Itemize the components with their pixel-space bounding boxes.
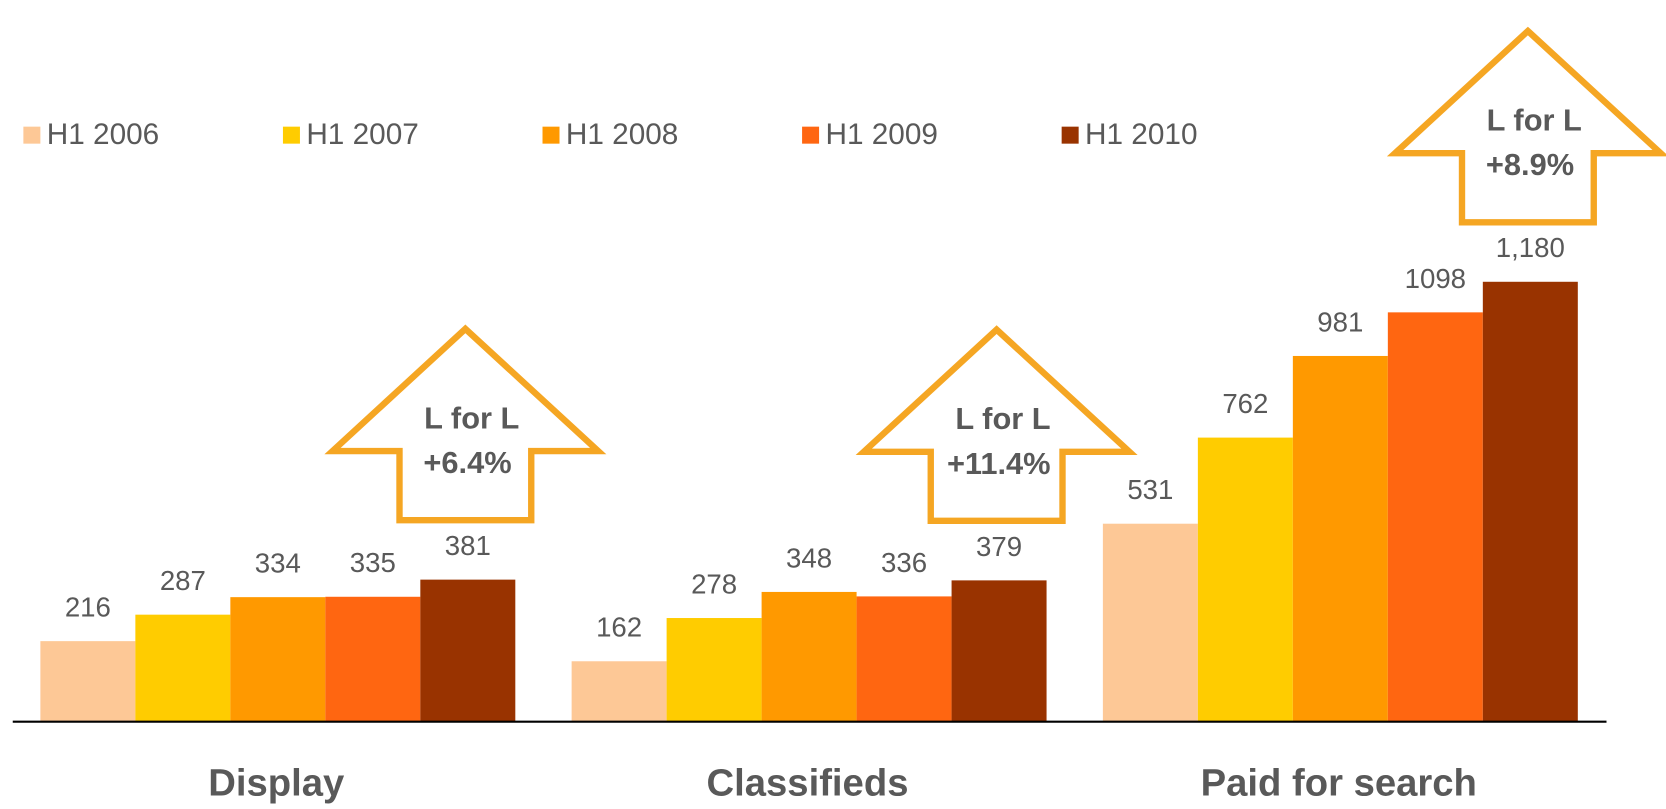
value-label: 762 [1222, 388, 1268, 419]
legend-swatch [802, 126, 820, 144]
category-label: Classifieds [707, 762, 909, 805]
bar [230, 597, 326, 722]
legend-label: H1 2008 [566, 118, 678, 151]
growth-arrow [324, 324, 607, 524]
annotation-text: L for L [1487, 103, 1582, 138]
value-label: 334 [255, 548, 301, 579]
value-label: 335 [350, 547, 396, 578]
value-label: 348 [786, 542, 832, 573]
legend-label: H1 2010 [1085, 118, 1197, 151]
bar [1102, 523, 1198, 722]
value-label: 1098 [1405, 263, 1466, 294]
value-label: 1,180 [1496, 232, 1565, 263]
annotation-change: +6.4% [423, 445, 511, 480]
bar [1387, 312, 1483, 722]
bar [856, 596, 952, 722]
legend-swatch [282, 126, 300, 144]
bar [1482, 281, 1578, 722]
legend-label: H1 2009 [825, 118, 937, 151]
bar [420, 579, 516, 722]
bar [761, 591, 857, 722]
bar [1292, 355, 1388, 722]
category-label: Display [208, 762, 345, 805]
bar [135, 614, 231, 722]
bar [666, 618, 762, 722]
value-label: 981 [1317, 306, 1363, 337]
value-label: 336 [881, 547, 927, 578]
value-label: 379 [976, 531, 1022, 562]
legend-label: H1 2006 [47, 118, 159, 151]
annotation-text: L for L [955, 401, 1050, 436]
growth-arrow [855, 325, 1138, 525]
legend-swatch [1061, 126, 1079, 144]
value-label: 162 [596, 612, 642, 643]
bar [325, 596, 421, 722]
bar [571, 661, 667, 722]
annotation-change: +11.4% [947, 446, 1051, 481]
value-label: 531 [1127, 474, 1173, 505]
growth-arrow [1386, 26, 1666, 226]
annotation-change: +8.9% [1486, 147, 1574, 182]
value-label: 216 [65, 592, 111, 623]
category-label: Paid for search [1201, 762, 1477, 805]
bar [40, 641, 136, 722]
legend-swatch [542, 126, 560, 144]
legend-label: H1 2007 [306, 118, 418, 151]
bar [951, 580, 1047, 722]
value-label: 287 [160, 565, 206, 596]
legend-swatch [23, 126, 41, 144]
bar [1197, 437, 1293, 722]
annotation-text: L for L [424, 400, 519, 435]
value-label: 278 [691, 568, 737, 599]
value-label: 381 [445, 530, 491, 561]
